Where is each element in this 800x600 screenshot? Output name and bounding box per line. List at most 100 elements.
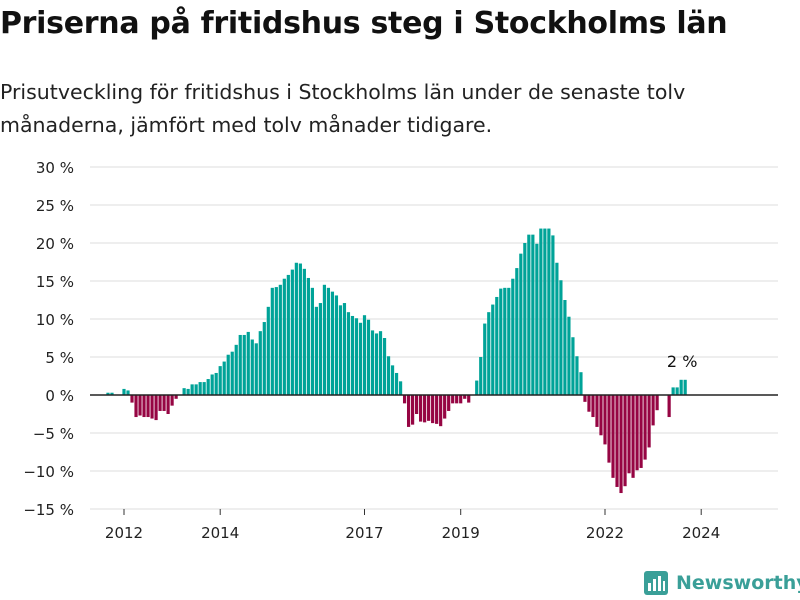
brand: Newsworthy xyxy=(644,568,800,598)
bar xyxy=(431,395,435,424)
bar xyxy=(523,243,527,395)
bar xyxy=(242,334,246,395)
bar xyxy=(635,395,639,471)
bar xyxy=(607,395,611,463)
bar xyxy=(639,395,643,468)
bar xyxy=(402,395,407,404)
bar xyxy=(499,288,503,395)
bar xyxy=(162,395,166,411)
bar xyxy=(615,395,619,487)
bar xyxy=(675,387,679,395)
bar xyxy=(551,235,555,395)
bar xyxy=(667,395,671,418)
bar xyxy=(647,395,651,448)
bar xyxy=(158,395,162,411)
bar xyxy=(611,395,615,478)
bar xyxy=(655,395,659,411)
bar xyxy=(683,379,687,395)
x-tick-label: 2024 xyxy=(682,524,720,542)
bar xyxy=(435,395,439,424)
bar xyxy=(218,366,222,395)
bar xyxy=(455,395,459,404)
bar xyxy=(362,315,367,395)
x-tick-label: 2017 xyxy=(345,524,383,542)
bar xyxy=(126,390,130,395)
y-tick-label: 0 % xyxy=(45,387,74,405)
bar xyxy=(495,296,499,395)
bar xyxy=(262,322,266,395)
bar xyxy=(354,318,359,395)
bar xyxy=(398,381,403,395)
bar xyxy=(503,287,507,395)
newsworthy-logo-icon xyxy=(644,571,668,595)
bar xyxy=(439,395,443,427)
bar xyxy=(463,395,467,399)
bar xyxy=(350,315,355,395)
bar xyxy=(531,234,535,395)
y-tick-label: 10 % xyxy=(36,311,74,329)
bar xyxy=(134,395,138,418)
bar xyxy=(587,395,591,412)
bar xyxy=(595,395,599,427)
bar xyxy=(202,382,206,395)
bar xyxy=(342,303,347,395)
bar xyxy=(370,330,375,395)
y-tick-label: −15 % xyxy=(23,501,74,519)
bar xyxy=(330,291,335,395)
bar xyxy=(394,372,399,395)
bar xyxy=(447,395,451,411)
bar xyxy=(419,395,423,422)
y-tick-label: 15 % xyxy=(36,273,74,291)
bar xyxy=(274,287,278,395)
bar xyxy=(138,395,142,416)
bar xyxy=(427,395,431,421)
bar xyxy=(378,331,383,395)
bar xyxy=(467,395,471,403)
bar xyxy=(366,319,371,395)
bar xyxy=(563,300,567,395)
bar xyxy=(166,395,170,414)
bar xyxy=(146,395,150,418)
bar xyxy=(322,284,327,395)
bar xyxy=(627,395,631,474)
x-tick-label: 2022 xyxy=(586,524,624,542)
bar xyxy=(483,323,487,395)
chart-title: Priserna på fritidshus steg i Stockholms… xyxy=(0,6,728,41)
bar xyxy=(214,372,218,395)
bar xyxy=(130,395,134,403)
y-tick-label: 20 % xyxy=(36,235,74,253)
bar xyxy=(182,388,186,395)
bar xyxy=(591,395,595,418)
bar xyxy=(286,274,290,395)
bar xyxy=(415,395,419,414)
bar xyxy=(539,228,543,395)
bar xyxy=(222,361,226,395)
bar xyxy=(643,395,647,460)
bar xyxy=(318,303,323,395)
bar xyxy=(527,234,531,395)
bar xyxy=(122,388,126,395)
bar xyxy=(511,278,515,395)
bar xyxy=(250,339,254,395)
x-tick-label: 2019 xyxy=(442,524,480,542)
bar xyxy=(382,338,387,395)
bar xyxy=(334,295,339,395)
bar xyxy=(306,277,310,395)
y-tick-label: 30 % xyxy=(36,159,74,177)
bar xyxy=(310,287,314,395)
bar xyxy=(575,356,579,395)
bar xyxy=(443,395,447,419)
bar xyxy=(186,388,190,395)
bar xyxy=(254,343,258,395)
bar xyxy=(302,268,306,395)
y-tick-label: 25 % xyxy=(36,197,74,215)
bar xyxy=(270,287,274,395)
last-value-annotation: 2 % xyxy=(667,352,697,371)
bar xyxy=(603,395,607,445)
bar xyxy=(246,331,250,395)
bar xyxy=(198,382,202,395)
bar xyxy=(631,395,635,478)
bar xyxy=(559,280,563,395)
bar xyxy=(210,374,214,395)
bar xyxy=(515,268,519,395)
